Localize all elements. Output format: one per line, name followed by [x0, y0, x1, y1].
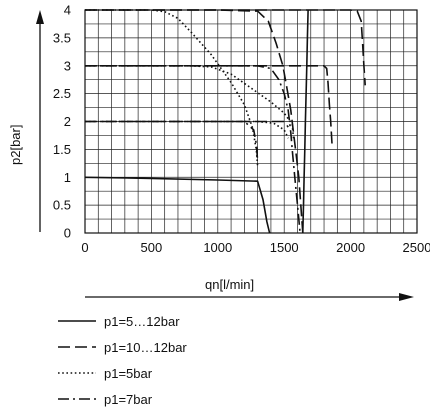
x-tick-label: 500 — [141, 240, 163, 255]
x-axis-arrow — [85, 293, 414, 301]
plot-frame — [84, 9, 418, 234]
x-tick-label: 0 — [81, 240, 88, 255]
y-tick-label: 0.5 — [53, 198, 71, 213]
y-tick-label: 3 — [64, 58, 71, 73]
series-line-dashed — [85, 9, 366, 86]
x-tick-label: 1500 — [270, 240, 299, 255]
y-tick-label: 1.5 — [53, 142, 71, 157]
x-tick-label: 2000 — [336, 240, 365, 255]
legend: p1=5…12bar p1=10…12bar p1=5bar p1=7bar — [58, 314, 187, 407]
series-line-dotted — [85, 65, 295, 139]
legend-label: p1=7bar — [104, 392, 153, 407]
x-tick-labels: 0 500 1000 1500 2000 2500 — [81, 240, 430, 255]
series-line-solid — [302, 9, 309, 234]
y-tick-label: 0 — [64, 226, 71, 241]
curves — [84, 9, 366, 234]
y-tick-label: 1 — [64, 170, 71, 185]
legend-label: p1=5…12bar — [104, 314, 180, 329]
series-line-dotted — [85, 120, 289, 139]
y-tick-label: 2 — [64, 114, 71, 129]
y-tick-labels: 0 0.5 1 1.5 2 2.5 3 3.5 4 — [53, 3, 71, 241]
y-axis-arrow — [36, 10, 44, 232]
legend-label: p1=10…12bar — [104, 340, 187, 355]
series-line-dotted — [85, 9, 259, 167]
x-tick-label: 1000 — [203, 240, 232, 255]
series-line-dashdot — [85, 120, 259, 161]
y-axis-label: p2[bar] — [8, 125, 23, 165]
legend-label: p1=5bar — [104, 366, 153, 381]
y-tick-label: 2.5 — [53, 86, 71, 101]
y-tick-label: 4 — [64, 3, 71, 18]
y-tick-label: 3.5 — [53, 30, 71, 45]
series-line-solid — [84, 176, 271, 234]
series-line-dashdot — [85, 65, 301, 234]
x-axis-label: qn[l/min] — [205, 277, 254, 292]
series-line-dashed — [85, 65, 333, 144]
x-tick-label: 2500 — [403, 240, 430, 255]
